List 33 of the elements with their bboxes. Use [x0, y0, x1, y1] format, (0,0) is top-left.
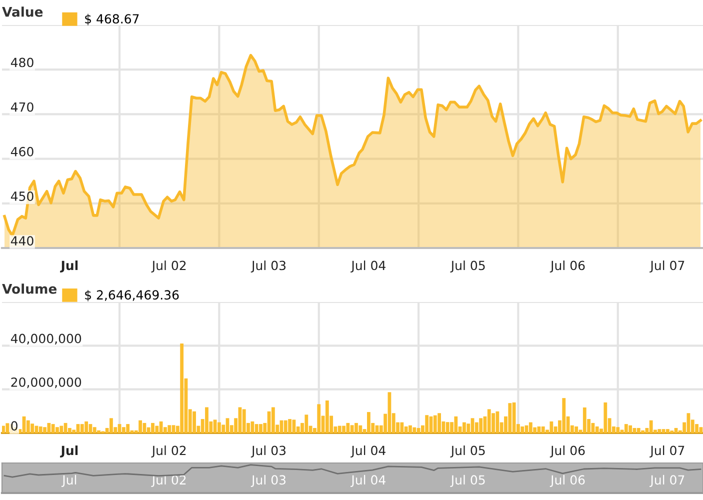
x-tick-label: Jul: [60, 260, 78, 272]
x-tick-label: Jul 06: [550, 446, 585, 458]
y-tick-label: 480: [10, 58, 34, 68]
y-tick-label: 440: [10, 236, 34, 246]
x-tick-label: Jul 04: [350, 446, 386, 458]
x-tick-label: Jul 07: [650, 474, 684, 487]
x-tick-label: Jul 03: [250, 260, 286, 272]
x-tick-label: Jul 02: [151, 474, 186, 487]
x-tick-label: Jul 02: [151, 260, 186, 272]
chart-title: Volume: [2, 284, 57, 294]
legend-label: $ 2,646,469.36: [85, 290, 179, 302]
chart-title: Value: [2, 6, 43, 17]
x-tick-label: Jul: [62, 474, 76, 487]
x-tick-label: Jul 04: [350, 260, 386, 272]
y-tick-label: 470: [10, 102, 34, 112]
legend-label: $ 468.67: [85, 14, 139, 26]
x-tick-label: Jul 03: [250, 474, 286, 487]
x-tick-label: Jul 05: [450, 474, 485, 487]
x-tick-label: Jul 02: [151, 446, 186, 458]
x-tick-label: Jul 07: [650, 260, 684, 272]
y-tick-label: 40,000,000: [10, 334, 82, 345]
y-tick-label: 20,000,000: [11, 377, 82, 388]
x-tick-label: Jul: [60, 446, 78, 458]
x-tick-label: Jul 06: [550, 474, 585, 487]
x-tick-label: Jul 05: [450, 260, 485, 272]
x-tick-label: Jul 05: [450, 446, 485, 458]
y-tick-label: 460: [10, 146, 34, 156]
x-tick-label: Jul 06: [550, 260, 585, 272]
x-tick-label: Jul 03: [250, 446, 286, 458]
x-tick-label: Jul 07: [650, 446, 684, 458]
y-tick-label: 0: [11, 421, 18, 431]
y-tick-label: 450: [10, 192, 34, 201]
x-tick-label: Jul 04: [350, 474, 386, 487]
